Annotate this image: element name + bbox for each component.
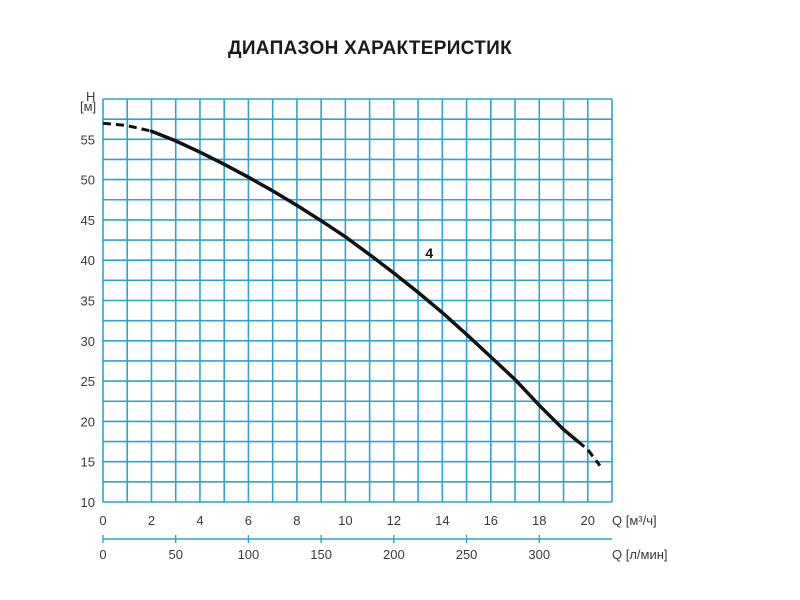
x-tick-label: 14: [435, 513, 449, 528]
x2-axis-label: Q [л/мин]: [612, 547, 668, 562]
y-axis-label: H: [86, 89, 95, 104]
x-tick-label: 10: [338, 513, 352, 528]
x2-tick-label: 100: [238, 547, 260, 562]
y-tick-label: 45: [81, 213, 95, 228]
y-tick-label: 10: [81, 495, 95, 510]
curve-dashed-start: [102, 121, 152, 133]
x-tick-label: 8: [293, 513, 300, 528]
x-tick-label: 16: [484, 513, 498, 528]
x2-tick-label: 150: [310, 547, 332, 562]
y-tick-label: 15: [81, 455, 95, 470]
curve-dashed-end: [577, 440, 602, 467]
y-tick-label: 55: [81, 132, 95, 147]
y-axis-unit: [м]: [80, 99, 96, 114]
y-tick-label: 40: [81, 253, 95, 268]
x-tick-label: 4: [196, 513, 203, 528]
x-tick-label: 18: [532, 513, 546, 528]
y-tick-label: 35: [81, 294, 95, 309]
y-axis-ticks: 10 15 20 25 30 35 40 45 50 55: [81, 132, 95, 510]
y-tick-label: 20: [81, 414, 95, 429]
x-axis-label: Q [м³/ч]: [612, 513, 657, 528]
y-tick-label: 50: [81, 173, 95, 188]
x2-tick-label: 50: [168, 547, 182, 562]
x-tick-label: 20: [581, 513, 595, 528]
x2-tick-label: 0: [99, 547, 106, 562]
x-tick-label: 6: [245, 513, 252, 528]
grid: [102, 98, 613, 503]
x-axis-ticks: 0 2 4 6 8 10 12 14 16 18 20: [99, 513, 595, 528]
y-tick-label: 25: [81, 374, 95, 389]
x2-tick-label: 200: [383, 547, 405, 562]
secondary-x-axis: 0 50 100 150 200 250 300: [99, 535, 612, 562]
chart-title: ДИАПАЗОН ХАРАКТЕРИСТИК: [228, 38, 512, 59]
x-tick-label: 12: [387, 513, 401, 528]
x-tick-label: 0: [99, 513, 106, 528]
y-tick-label: 30: [81, 334, 95, 349]
curve-label: 4: [425, 245, 433, 261]
curve-line: [149, 129, 580, 444]
x-tick-label: 2: [148, 513, 155, 528]
curves: 4: [102, 121, 602, 467]
x2-tick-label: 250: [456, 547, 478, 562]
x2-tick-label: 300: [528, 547, 550, 562]
